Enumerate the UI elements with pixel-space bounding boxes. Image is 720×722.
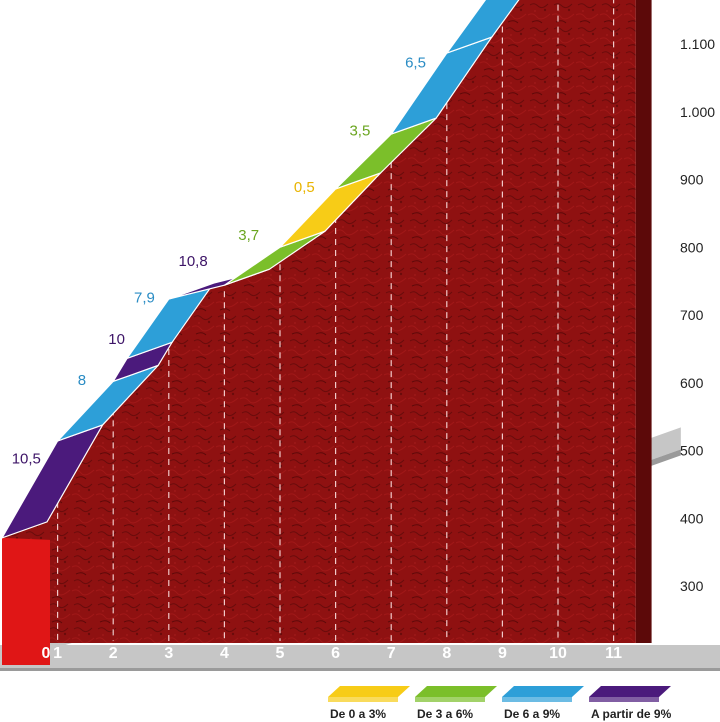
legend-swatch-edge-1 [415, 697, 485, 702]
x-tick-label-0: 0 [42, 645, 51, 662]
legend-label-2: De 6 a 9% [504, 707, 560, 721]
gradient-label-1: 8 [78, 372, 86, 389]
x-tick-label-6: 6 [331, 645, 340, 662]
x-tick-label-2: 2 [109, 645, 118, 662]
legend-swatch-0 [328, 686, 410, 697]
x-tick-label-11: 11 [605, 645, 622, 662]
gradient-bands [0, 0, 520, 540]
gradient-band-9 [445, 0, 520, 55]
profile-side-face [635, 0, 652, 643]
legend-swatch-2 [502, 686, 584, 697]
legend-swatch-edge-3 [589, 697, 659, 702]
legend-label-3: A partir de 9% [591, 707, 672, 721]
legend-label-0: De 0 a 3% [330, 707, 386, 721]
x-tick-label-7: 7 [387, 645, 396, 662]
profile-front-face [2, 0, 636, 643]
x-tick-label-1: 1 [53, 645, 62, 662]
y-tick-label-800: 800 [680, 239, 704, 255]
legend-swatch-edge-2 [502, 697, 572, 702]
base-edge [0, 668, 720, 671]
base-front [0, 645, 720, 671]
x-axis: 0 1 2 3 4 5 6 7 8 9 10 11 [42, 645, 623, 662]
x-tick-label-10: 10 [549, 645, 567, 662]
profile-area [2, 0, 652, 665]
x-tick-label-5: 5 [276, 645, 285, 662]
gradient-label-0: 10,5 [12, 450, 41, 467]
y-tick-label-500: 500 [680, 443, 704, 459]
km-dashed-lines [56, 0, 615, 641]
y-tick-label-700: 700 [680, 307, 704, 323]
x-tick-label-3: 3 [164, 645, 173, 662]
x-tick-label-4: 4 [220, 645, 229, 662]
x-tick-label-9: 9 [498, 645, 507, 662]
y-tick-label-1.100: 1.100 [680, 36, 715, 52]
gradient-label-8: 6,5 [405, 55, 426, 72]
legend: De 0 a 3% De 3 a 6% De 6 a 9% A partir de 9… [328, 686, 672, 721]
legend-swatch-edge-0 [328, 697, 398, 702]
legend-swatch-1 [415, 686, 497, 697]
y-tick-label-1.000: 1.000 [680, 104, 715, 120]
gradient-label-5: 3,7 [238, 227, 259, 244]
gradient-label-2: 10 [108, 331, 125, 348]
y-tick-label-300: 300 [680, 578, 704, 594]
gradient-label-4: 10,8 [178, 253, 207, 270]
x-tick-label-8: 8 [442, 645, 451, 662]
gradient-label-3: 7,9 [134, 290, 155, 307]
y-tick-label-400: 400 [680, 510, 704, 526]
legend-swatch-3 [589, 686, 671, 697]
start-cap [2, 537, 50, 665]
y-tick-label-900: 900 [680, 172, 704, 188]
gradient-label-6: 0,5 [294, 179, 315, 196]
y-axis: 300 400 500 600 700 800 900 1.000 1.100 [680, 36, 715, 594]
legend-label-1: De 3 a 6% [417, 707, 473, 721]
y-tick-label-600: 600 [680, 375, 704, 391]
gradient-label-7: 3,5 [349, 123, 370, 140]
